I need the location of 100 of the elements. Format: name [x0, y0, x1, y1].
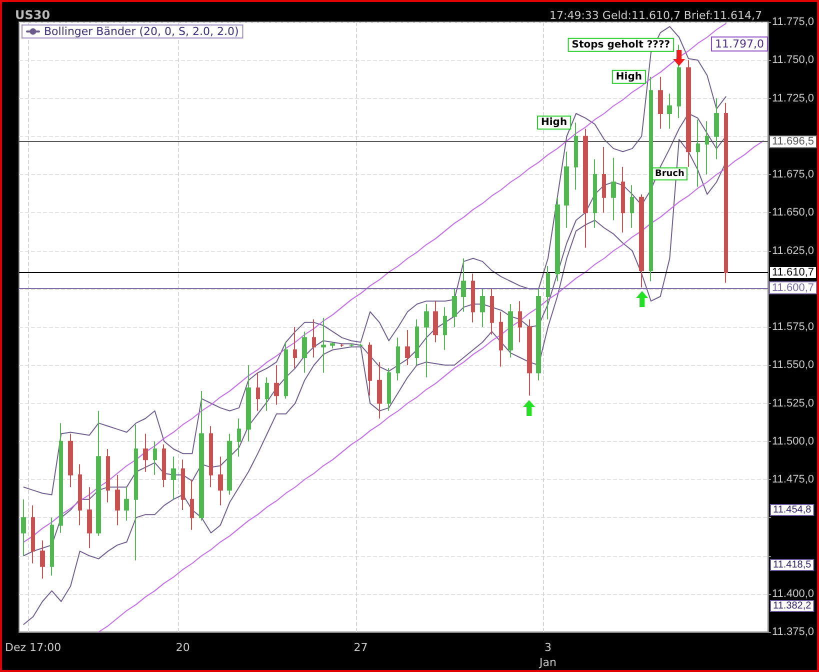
candlestick [284, 342, 288, 400]
candlestick [611, 157, 616, 221]
candlestick [667, 93, 672, 130]
candlestick [190, 479, 194, 530]
candlestick [256, 372, 260, 412]
x-tick-label: 27 [354, 641, 368, 654]
candlestick [96, 410, 101, 536]
y-tick-label: 11.525,0 [772, 397, 814, 410]
text: 11.382,2 [773, 600, 812, 612]
candlestick [686, 60, 691, 168]
candlestick [162, 444, 166, 488]
y-tick-label: 11.750,0 [772, 54, 814, 66]
candlestick [518, 300, 522, 343]
ref-line-label: 11.696,5 [772, 136, 814, 148]
candlestick [40, 540, 45, 580]
candlestick [546, 266, 550, 320]
y-tick-label: 11.375,0 [772, 626, 814, 638]
candlestick [443, 306, 447, 350]
candlestick [461, 258, 466, 312]
candlestick [31, 504, 35, 564]
candlestick [480, 288, 485, 328]
candlestick [227, 433, 232, 496]
candlestick [87, 486, 92, 549]
y-tick-label: 11.775,0 [772, 16, 814, 28]
y-tick-label: 11.500,0 [772, 435, 814, 448]
candlestick [59, 422, 63, 534]
candlestick [639, 194, 644, 288]
candlestick [499, 311, 503, 368]
candlestick [593, 158, 597, 228]
text: 11.454,8 [773, 504, 812, 516]
legend-label: Bollinger Bänder (20, 0, S, 2.0, 2.0) [44, 25, 239, 38]
candlestick [312, 318, 316, 358]
candlestick [714, 98, 719, 160]
candlestick [153, 440, 157, 476]
candlestick [696, 119, 700, 188]
candlestick [424, 304, 429, 378]
candlestick [293, 326, 297, 369]
x-tick-label: Dez 17:00 [4, 641, 62, 654]
text: 11.418,5 [773, 560, 812, 570]
candlestick [181, 459, 185, 510]
candlestick [527, 318, 532, 396]
candlestick [490, 288, 494, 336]
y-tick-label: 11.475,0 [772, 474, 814, 486]
candlestick [209, 426, 213, 488]
x-tick-label: 20 [176, 641, 190, 654]
candlestick [78, 464, 82, 526]
chart-subtitle: 17:49:33 Geld:11.610,7 Brief:11.614,7 [550, 9, 762, 22]
chart-title: US30 [15, 8, 50, 22]
y-tick-label: 11.650,0 [772, 206, 814, 219]
candlestick [396, 337, 400, 381]
ref-line-label: 11.600,7 [772, 282, 814, 294]
y-tick-label: 11.575,0 [772, 321, 814, 333]
candlestick [724, 102, 728, 284]
candlestick [21, 498, 26, 556]
candlestick [705, 120, 709, 175]
candlestick [237, 418, 241, 458]
candlestick [415, 318, 419, 366]
candlestick [574, 122, 578, 190]
candlestick [621, 166, 625, 233]
candlestick [377, 362, 382, 419]
candlestick [387, 368, 391, 412]
candlestick [330, 342, 335, 349]
y-tick-label: 11.675,0 [772, 168, 814, 180]
candlestick [630, 184, 634, 228]
candlestick [302, 331, 307, 374]
annotation: High [616, 71, 642, 82]
annotation: High [541, 117, 568, 128]
ref-line-label: 11.610,7 [772, 266, 814, 279]
candlestick [50, 517, 54, 576]
candlestick [658, 76, 663, 130]
candlestick [349, 343, 354, 348]
candlestick [171, 456, 176, 500]
candlestick [143, 433, 148, 472]
candlestick [508, 304, 513, 358]
candlestick [602, 146, 606, 214]
candlestick [265, 376, 269, 412]
y-tick-label: 11.400,0 [772, 588, 814, 600]
candlestick [199, 390, 204, 522]
candlestick [649, 76, 653, 282]
candlestick [368, 342, 372, 396]
x-tick-label: 3 Jan [538, 641, 556, 669]
candlestick [124, 486, 129, 522]
candlestick [134, 424, 138, 561]
candlestick [274, 364, 279, 406]
annotation: 11.797,0 [715, 38, 764, 50]
candlestick [471, 273, 475, 323]
candlestick [106, 448, 110, 503]
candlestick [677, 44, 681, 119]
candlestick [555, 196, 560, 282]
candlestick [405, 330, 410, 366]
y-tick-label: 11.550,0 [772, 359, 814, 372]
annotation: Bruch [654, 168, 684, 179]
candlestick [218, 456, 223, 506]
candlestick [115, 474, 120, 526]
candlestick [68, 433, 73, 488]
candlestick [452, 288, 457, 328]
annotation: Stops geholt ???? [572, 39, 670, 50]
y-tick-label: 11.625,0 [772, 244, 814, 257]
y-tick-label: 11.725,0 [772, 92, 814, 104]
candlestick [564, 151, 569, 228]
